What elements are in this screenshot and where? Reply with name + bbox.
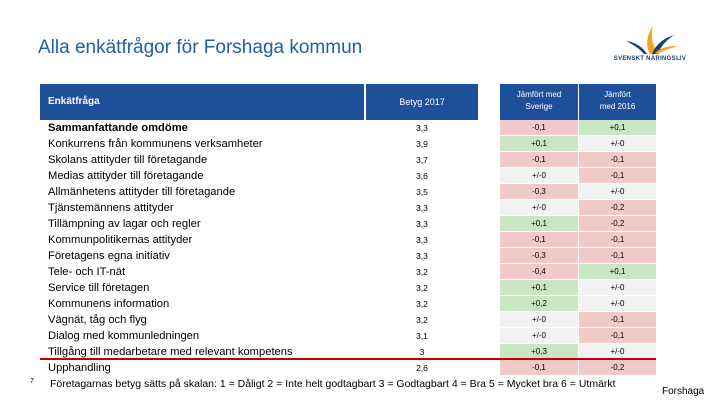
header-vs-2016-line2: med 2016 xyxy=(599,102,636,111)
question-label: Medias attityder till företagande xyxy=(48,170,204,182)
logo-flame-icon xyxy=(626,26,678,54)
vs-sweden-value: +0,2 xyxy=(500,296,578,311)
vs-sweden-value: +/-0 xyxy=(500,200,578,215)
vs-2016-value: +/-0 xyxy=(579,296,656,311)
vs-sweden-value: -0,1 xyxy=(500,360,578,375)
vs-2016-value: -0,1 xyxy=(579,328,656,343)
vs-sweden-value: -0,3 xyxy=(500,184,578,199)
question-label: Tillämpning av lagar och regler xyxy=(48,218,201,230)
svenskt-naringsliv-logo: SVENSKT NÄRINGSLIV xyxy=(600,22,700,72)
vs-2016-value: -0,2 xyxy=(579,360,656,375)
rating-value: 3,2 xyxy=(416,299,428,309)
rating-scale-footnote: Företagarnas betyg sätts på skalan: 1 = … xyxy=(50,378,616,390)
vs-2016-value: +0,1 xyxy=(579,264,656,279)
rating-value: 3,3 xyxy=(416,251,428,261)
vs-sweden-value: +0,1 xyxy=(500,216,578,231)
vs-sweden-value: +0,1 xyxy=(500,136,578,151)
header-rating: Betyg 2017 xyxy=(366,84,478,120)
slide-number: 7 xyxy=(30,378,34,385)
rating-value: 3,3 xyxy=(416,235,428,245)
rating-value: 3,3 xyxy=(416,219,428,229)
vs-2016-value: +/-0 xyxy=(579,344,656,359)
vs-2016-value: +0,1 xyxy=(579,120,656,135)
vs-sweden-value: +/-0 xyxy=(500,312,578,327)
rating-value: 3,2 xyxy=(416,267,428,277)
rating-value: 3 xyxy=(419,347,425,357)
vs-2016-value: +/-0 xyxy=(579,184,656,199)
question-label: Kommunpolitikernas attityder xyxy=(48,234,193,246)
question-label: Upphandling xyxy=(48,362,111,374)
header-question: Enkätfråga xyxy=(40,84,364,120)
rating-value: 3,2 xyxy=(416,283,428,293)
question-label: Vägnät, tåg och flyg xyxy=(48,314,147,326)
vs-sweden-value: +0,3 xyxy=(500,344,578,359)
rating-value: 2,6 xyxy=(416,363,428,373)
question-label: Tjänstemännens attityder xyxy=(48,202,174,214)
header-vs-2016-label: Jämfört med 2016 xyxy=(579,89,656,113)
header-vs-sweden-label: Jämfört med Sverige xyxy=(500,89,578,113)
rating-value: 3,2 xyxy=(416,315,428,325)
question-label: Sammanfattande omdöme xyxy=(48,122,188,134)
vs-sweden-value: -0,1 xyxy=(500,152,578,167)
header-vs-sweden-line2: Sverige xyxy=(525,102,553,111)
question-label: Dialog med kommunledningen xyxy=(48,330,200,342)
header-vs-sweden: Jämfört med Sverige xyxy=(500,84,578,120)
rating-value: 3,5 xyxy=(416,187,428,197)
vs-2016-value: +/-0 xyxy=(579,136,656,151)
rating-value: 3,7 xyxy=(416,155,428,165)
vs-2016-value: -0,1 xyxy=(579,168,656,183)
header-vs-2016-line1: Jämfört xyxy=(604,90,631,99)
question-label: Tele- och IT-nät xyxy=(48,266,126,278)
municipality-label: Forshaga xyxy=(662,386,705,397)
rating-value: 3,3 xyxy=(416,203,428,213)
question-label: Kommunens information xyxy=(48,298,170,310)
vs-sweden-value: -0,1 xyxy=(500,232,578,247)
question-label: Tillgång till medarbetare med relevant k… xyxy=(48,346,293,358)
question-label: Konkurrens från kommunens verksamheter xyxy=(48,138,263,150)
question-label: Företagens egna initiativ xyxy=(48,250,170,262)
vs-sweden-value: +0,1 xyxy=(500,280,578,295)
header-vs-sweden-line1: Jämfört med xyxy=(516,90,562,99)
vs-2016-value: +/-0 xyxy=(579,280,656,295)
header-question-label: Enkätfråga xyxy=(48,96,100,107)
rating-value: 3,6 xyxy=(416,171,428,181)
question-label: Skolans attityder till företagande xyxy=(48,154,208,166)
header-vs-2016: Jämfört med 2016 xyxy=(579,84,656,120)
question-label: Service till företagen xyxy=(48,282,150,294)
vs-sweden-value: +/-0 xyxy=(500,328,578,343)
vs-sweden-value: +/-0 xyxy=(500,168,578,183)
vs-2016-value: -0,1 xyxy=(579,312,656,327)
vs-sweden-value: -0,4 xyxy=(500,264,578,279)
question-label: Allmänhetens attityder till företagande xyxy=(48,186,236,198)
vs-sweden-value: -0,1 xyxy=(500,120,578,135)
vs-2016-value: -0,1 xyxy=(579,248,656,263)
rating-value: 3,1 xyxy=(416,331,428,341)
vs-2016-value: -0,2 xyxy=(579,216,656,231)
vs-2016-value: -0,2 xyxy=(579,200,656,215)
rating-value: 3,9 xyxy=(416,139,428,149)
vs-2016-value: -0,1 xyxy=(579,152,656,167)
separator-line xyxy=(40,358,656,360)
page-title: Alla enkätfrågor för Forshaga kommun xyxy=(38,37,363,58)
rating-value: 3,3 xyxy=(416,123,428,133)
header-rating-label: Betyg 2017 xyxy=(399,97,445,107)
vs-sweden-value: -0,3 xyxy=(500,248,578,263)
logo-text: SVENSKT NÄRINGSLIV xyxy=(613,56,687,62)
vs-2016-value: -0,1 xyxy=(579,232,656,247)
